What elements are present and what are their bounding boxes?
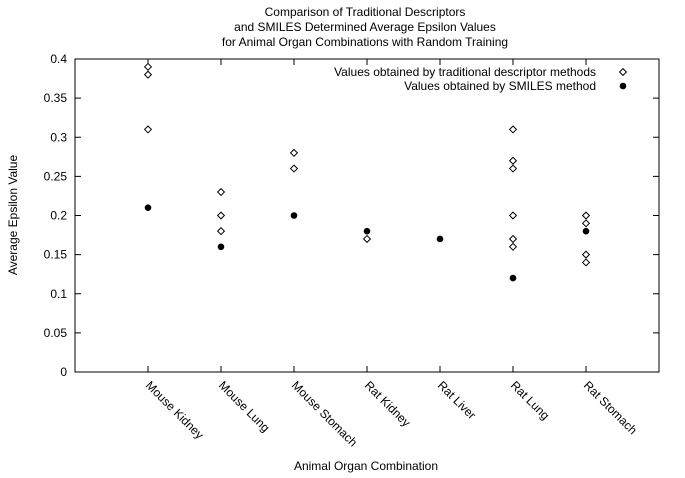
chart-title-line-2: and SMILES Determined Average Epsilon Va…: [234, 20, 496, 34]
x-tick-label: Mouse Kidney: [143, 378, 207, 442]
smiles-point: [363, 227, 371, 235]
traditional-point: [216, 187, 226, 197]
x-tick-label: Rat Lung: [508, 378, 552, 422]
x-tick-label: Rat Stomach: [581, 378, 640, 437]
legend-marker-traditional: [618, 67, 628, 77]
smiles-point: [436, 235, 444, 243]
y-axis-label: Average Epsilon Value: [6, 155, 20, 276]
plot-area-frame: [74, 58, 660, 373]
traditional-point: [581, 211, 591, 220]
traditional-point: [143, 70, 153, 79]
chart-title-line-3: for Animal Organ Combinations with Rando…: [222, 35, 508, 49]
legend-marker-smiles: [619, 82, 627, 90]
traditional-point: [508, 211, 518, 220]
smiles-point: [144, 204, 152, 211]
x-tick-label: Rat Kidney: [362, 378, 413, 429]
smiles-point: [290, 212, 298, 219]
traditional-point: [216, 227, 226, 236]
x-tick-label: Mouse Stomach: [289, 378, 360, 449]
traditional-point: [289, 164, 299, 173]
data-points: [143, 62, 591, 282]
traditional-point: [216, 211, 226, 220]
x-axis: Mouse Kidney Mouse Lung Mouse Stomach Rat K…: [143, 59, 640, 449]
y-tick-label: 0.35: [44, 91, 68, 105]
y-tick-label: 0.25: [44, 169, 68, 183]
traditional-point: [289, 148, 299, 158]
legend-label-traditional: Values obtained by traditional descripto…: [334, 65, 596, 79]
traditional-point: [143, 125, 153, 134]
x-tick-label: Mouse Lung: [216, 378, 273, 435]
traditional-point: [581, 258, 591, 267]
y-tick-label: 0.3: [50, 130, 67, 144]
traditional-point: [508, 156, 518, 165]
x-axis-label: Animal Organ Combination: [294, 459, 438, 473]
traditional-point: [508, 234, 518, 244]
legend: Values obtained by traditional descripto…: [334, 65, 628, 93]
traditional-point: [508, 125, 518, 134]
y-tick-label: 0.1: [50, 287, 67, 301]
smiles-point: [217, 243, 225, 251]
smiles-point: [582, 227, 590, 235]
legend-label-smiles: Values obtained by SMILES method: [404, 79, 596, 93]
y-axis: 0 0.05 0.1 0.15 0.2 0.25 0.3 0.35 0.4: [44, 52, 659, 379]
traditional-point: [508, 242, 518, 251]
y-tick-label: 0.2: [50, 209, 67, 223]
y-tick-label: 0.05: [44, 326, 68, 340]
x-tick-label: Rat Liver: [435, 378, 479, 422]
traditional-point: [362, 234, 372, 244]
smiles-point: [509, 274, 517, 282]
traditional-point: [581, 219, 591, 228]
chart-title: Comparison of Traditional Descriptors an…: [222, 5, 508, 49]
y-tick-label: 0.15: [44, 248, 68, 262]
traditional-point: [508, 164, 518, 173]
chart-title-line-1: Comparison of Traditional Descriptors: [265, 5, 466, 19]
traditional-point: [581, 250, 591, 259]
y-tick-label: 0.4: [50, 52, 67, 66]
y-tick-label: 0: [60, 365, 67, 379]
traditional-point: [143, 62, 153, 71]
